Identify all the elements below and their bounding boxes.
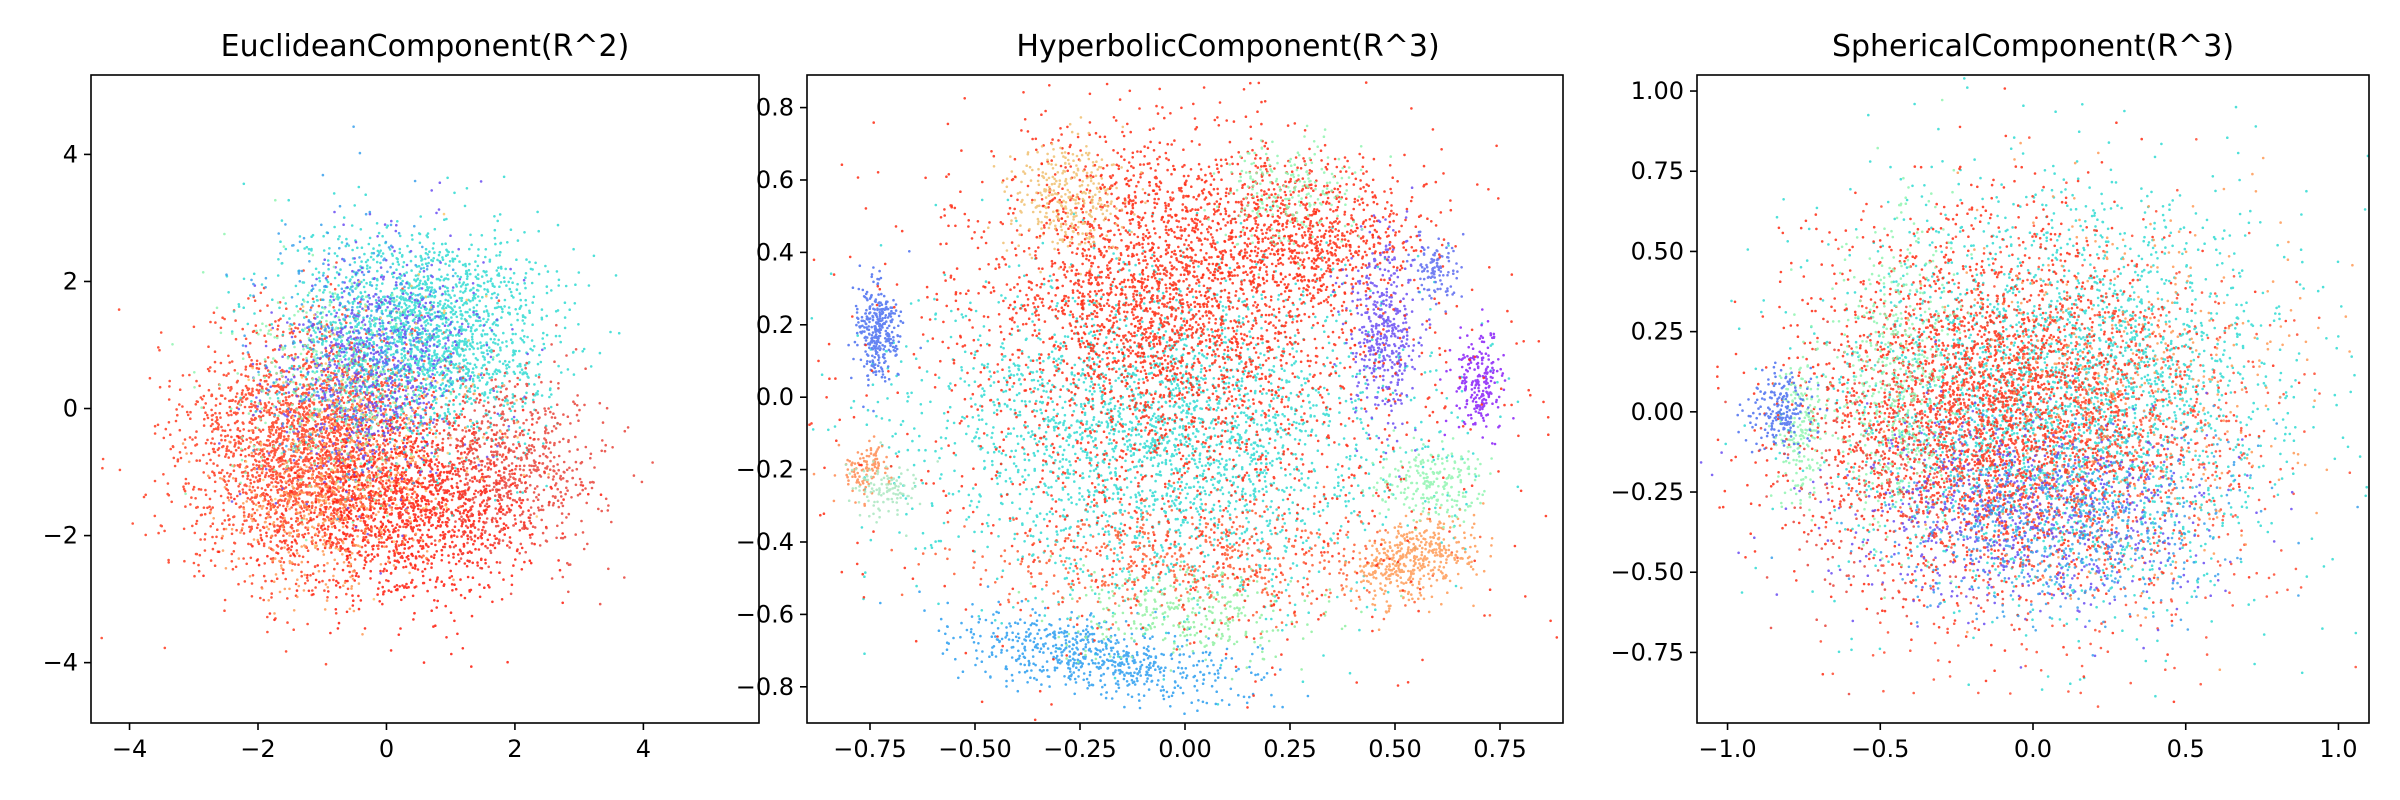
plot-frame-hyperbolic <box>806 74 1564 724</box>
x-tick-label-hyperbolic-4: 0.25 <box>1263 735 1316 763</box>
scatter-cluster-hyperbolic-9 <box>1329 186 1432 478</box>
y-tick-label-euclidean-1: −2 <box>43 522 78 550</box>
x-axis-spherical: −1.0 −0.5 0.0 0.5 1.0 <box>1698 723 2358 763</box>
y-tick-label-hyperbolic-1: −0.6 <box>736 600 794 628</box>
scatter-cluster-spherical-1 <box>1716 87 2301 704</box>
x-tick-label-spherical-0: −1.0 <box>1698 735 1756 763</box>
y-axis-spherical: −0.75 −0.50 −0.25 0.00 0.25 0.50 0.75 1.00 <box>1610 77 1697 666</box>
y-tick-label-euclidean-4: 4 <box>63 140 78 168</box>
scatter-cluster-spherical-7 <box>1736 361 1829 460</box>
y-tick-label-spherical-7: 1.00 <box>1631 77 1684 105</box>
plot-frame-euclidean <box>90 74 760 724</box>
scatter-cluster-spherical-2 <box>1809 136 2358 708</box>
scatter-cluster-hyperbolic-1 <box>851 81 1448 563</box>
x-tick-label-hyperbolic-5: 0.50 <box>1368 735 1421 763</box>
scatter-cluster-euclidean-4 <box>368 323 654 606</box>
scatter-cluster-euclidean-8 <box>244 212 551 601</box>
scatter-cluster-hyperbolic-3 <box>987 116 1147 305</box>
y-tick-label-spherical-1: −0.50 <box>1610 558 1684 586</box>
scatter-cluster-euclidean-7 <box>225 125 499 521</box>
y-axis-euclidean: −4 −2 0 2 4 <box>43 140 91 677</box>
panel-title-hyperbolic: HyperbolicComponent(R^3) <box>1016 29 1439 64</box>
scatter-cluster-hyperbolic-16 <box>808 81 1559 722</box>
y-tick-label-hyperbolic-5: 0.2 <box>756 311 794 339</box>
x-tick-label-spherical-4: 1.0 <box>2319 735 2357 763</box>
x-tick-label-hyperbolic-2: −0.25 <box>1043 735 1117 763</box>
x-tick-label-euclidean-0: −4 <box>112 735 147 763</box>
scatter-cluster-hyperbolic-15 <box>1203 124 1393 276</box>
x-tick-label-euclidean-3: 2 <box>507 735 522 763</box>
y-tick-label-hyperbolic-6: 0.4 <box>756 238 794 266</box>
x-tick-label-euclidean-2: 0 <box>379 735 394 763</box>
y-tick-label-euclidean-2: 0 <box>63 395 78 423</box>
y-tick-label-hyperbolic-8: 0.8 <box>756 94 794 122</box>
scatter-cluster-hyperbolic-12 <box>1361 429 1493 531</box>
scatter-cluster-euclidean-5 <box>181 392 490 636</box>
scatter-cluster-euclidean-6 <box>171 198 495 542</box>
scatter-cluster-hyperbolic-14 <box>844 441 940 537</box>
scatter-cluster-euclidean-1 <box>202 375 603 668</box>
y-tick-label-hyperbolic-2: −0.4 <box>736 528 794 556</box>
y-tick-label-hyperbolic-4: 0.0 <box>756 383 794 411</box>
x-tick-label-spherical-1: −0.5 <box>1851 735 1909 763</box>
scatter-points-hyperbolic <box>808 81 1559 722</box>
scatter-cluster-hyperbolic-11 <box>1340 502 1494 631</box>
scatter-cluster-hyperbolic-4 <box>879 585 1310 715</box>
scatter-cluster-hyperbolic-10 <box>1405 230 1465 313</box>
scatter-cluster-hyperbolic-8 <box>1439 308 1515 446</box>
panel-euclidean: EuclideanComponent(R^2) −4 −2 0 2 4 −4 −2 0 2 4 <box>43 29 760 763</box>
scatter-points-spherical <box>1699 77 2370 708</box>
panel-title-spherical: SphericalComponent(R^3) <box>1832 29 2234 64</box>
y-tick-label-hyperbolic-7: 0.6 <box>756 166 794 194</box>
scatter-cluster-hyperbolic-7 <box>847 250 923 413</box>
x-axis-euclidean: −4 −2 0 2 4 <box>112 723 651 763</box>
y-tick-label-spherical-3: 0.00 <box>1631 398 1684 426</box>
x-tick-label-spherical-2: 0.0 <box>2014 735 2052 763</box>
panel-hyperbolic: HyperbolicComponent(R^3) −0.75 −0.50 −0.25… <box>736 29 1564 763</box>
x-axis-hyperbolic: −0.75 −0.50 −0.25 0.00 0.25 0.50 0.75 <box>833 723 1527 763</box>
y-tick-label-hyperbolic-3: −0.2 <box>736 456 794 484</box>
x-tick-label-spherical-3: 0.5 <box>2167 735 2205 763</box>
x-tick-label-hyperbolic-1: −0.50 <box>938 735 1012 763</box>
panel-spherical: SphericalComponent(R^3) −1.0 −0.5 0.0 0.5 1.… <box>1610 29 2370 763</box>
x-tick-label-hyperbolic-6: 0.75 <box>1473 735 1526 763</box>
x-tick-label-euclidean-4: 4 <box>636 735 651 763</box>
y-tick-label-spherical-6: 0.75 <box>1631 157 1684 185</box>
y-tick-label-spherical-0: −0.75 <box>1610 638 1684 666</box>
y-axis-hyperbolic: −0.8 −0.6 −0.4 −0.2 0.0 0.2 0.4 0.6 0.8 <box>736 94 807 701</box>
scatter-cluster-spherical-9 <box>1724 300 2099 696</box>
scatter-cluster-spherical-5 <box>1790 98 1977 599</box>
scatter-cluster-hyperbolic-13 <box>812 435 893 507</box>
y-tick-label-spherical-2: −0.25 <box>1610 478 1684 506</box>
x-tick-label-hyperbolic-0: −0.75 <box>833 735 907 763</box>
y-tick-label-spherical-4: 0.25 <box>1631 318 1684 346</box>
panel-title-euclidean: EuclideanComponent(R^2) <box>221 29 630 64</box>
x-tick-label-euclidean-1: −2 <box>240 735 275 763</box>
scatter-cluster-euclidean-3 <box>218 180 544 575</box>
scatter-points-euclidean <box>100 125 654 668</box>
y-tick-label-spherical-5: 0.50 <box>1631 237 1684 265</box>
x-tick-label-hyperbolic-3: 0.00 <box>1158 735 1211 763</box>
y-tick-label-euclidean-3: 2 <box>63 267 78 295</box>
y-tick-label-hyperbolic-0: −0.8 <box>736 673 794 701</box>
scatter-cluster-hyperbolic-5 <box>1017 546 1403 681</box>
scatter-cluster-spherical-8 <box>1865 141 2354 671</box>
y-tick-label-euclidean-0: −4 <box>43 649 78 677</box>
